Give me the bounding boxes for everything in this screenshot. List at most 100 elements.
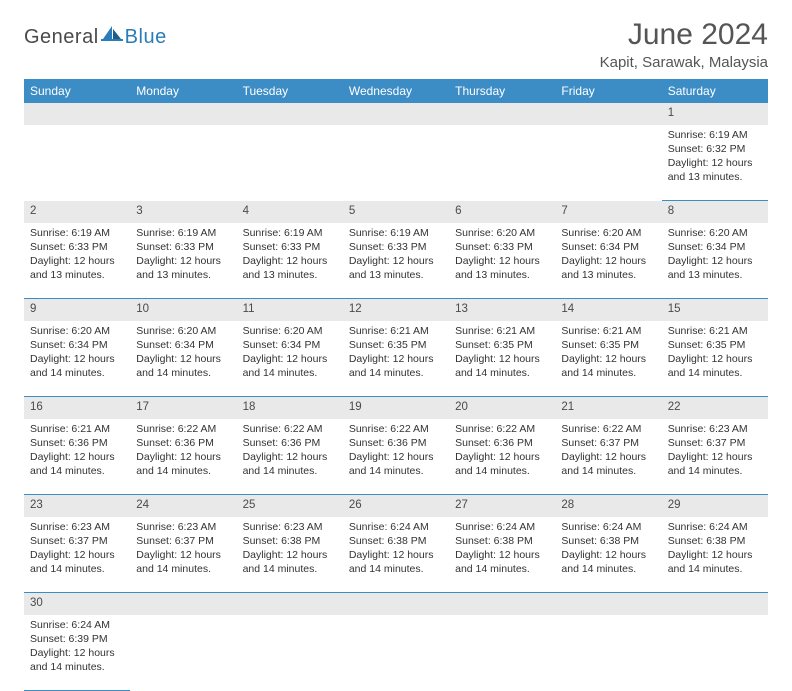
day-info-line: Daylight: 12 hours	[561, 548, 655, 562]
day-number: 28	[555, 495, 661, 517]
week-row: Sunrise: 6:19 AMSunset: 6:33 PMDaylight:…	[24, 223, 768, 299]
sail-icon	[101, 24, 123, 47]
day-info-line: and 13 minutes.	[243, 268, 337, 282]
day-cell: Sunrise: 6:21 AMSunset: 6:35 PMDaylight:…	[343, 321, 449, 397]
day-info-line: Sunrise: 6:22 AM	[561, 422, 655, 436]
day-info-line: Sunrise: 6:19 AM	[349, 226, 443, 240]
day-cell: Sunrise: 6:24 AMSunset: 6:38 PMDaylight:…	[449, 517, 555, 593]
day-cell	[237, 125, 343, 201]
day-info-line: Daylight: 12 hours	[243, 352, 337, 366]
day-number: 11	[237, 299, 343, 321]
day-info-line: Sunset: 6:35 PM	[349, 338, 443, 352]
day-info-line: Sunrise: 6:20 AM	[455, 226, 549, 240]
day-info-line: Sunset: 6:34 PM	[668, 240, 762, 254]
day-info-line: and 14 minutes.	[243, 464, 337, 478]
day-info-line: Sunrise: 6:20 AM	[668, 226, 762, 240]
day-number: 23	[24, 495, 130, 517]
day-cell: Sunrise: 6:19 AMSunset: 6:33 PMDaylight:…	[237, 223, 343, 299]
week-row: Sunrise: 6:24 AMSunset: 6:39 PMDaylight:…	[24, 615, 768, 691]
day-info-line: Sunrise: 6:24 AM	[455, 520, 549, 534]
day-number	[449, 593, 555, 615]
day-info-line: Daylight: 12 hours	[455, 254, 549, 268]
weekday-header: Thursday	[449, 79, 555, 103]
day-number: 18	[237, 397, 343, 419]
day-cell: Sunrise: 6:20 AMSunset: 6:33 PMDaylight:…	[449, 223, 555, 299]
day-cell: Sunrise: 6:22 AMSunset: 6:37 PMDaylight:…	[555, 419, 661, 495]
weekday-header: Wednesday	[343, 79, 449, 103]
day-info-line: Daylight: 12 hours	[668, 450, 762, 464]
day-number: 20	[449, 397, 555, 419]
day-cell: Sunrise: 6:20 AMSunset: 6:34 PMDaylight:…	[237, 321, 343, 397]
day-cell: Sunrise: 6:19 AMSunset: 6:33 PMDaylight:…	[130, 223, 236, 299]
day-cell: Sunrise: 6:20 AMSunset: 6:34 PMDaylight:…	[662, 223, 768, 299]
day-info-line: Daylight: 12 hours	[30, 254, 124, 268]
day-cell: Sunrise: 6:20 AMSunset: 6:34 PMDaylight:…	[130, 321, 236, 397]
day-number: 21	[555, 397, 661, 419]
logo-text-blue: Blue	[125, 26, 167, 49]
day-info-line: Sunset: 6:33 PM	[349, 240, 443, 254]
day-number: 19	[343, 397, 449, 419]
day-cell: Sunrise: 6:22 AMSunset: 6:36 PMDaylight:…	[237, 419, 343, 495]
logo-text-general: General	[24, 26, 99, 49]
day-number	[343, 593, 449, 615]
day-info-line: Sunrise: 6:23 AM	[243, 520, 337, 534]
day-info-line: Daylight: 12 hours	[668, 156, 762, 170]
weekday-header: Friday	[555, 79, 661, 103]
day-number	[662, 593, 768, 615]
day-number: 16	[24, 397, 130, 419]
day-info-line: Sunset: 6:36 PM	[455, 436, 549, 450]
logo: General Blue	[24, 24, 167, 51]
day-info-line: Sunset: 6:37 PM	[668, 436, 762, 450]
day-info-line: and 14 minutes.	[561, 562, 655, 576]
day-info-line: Daylight: 12 hours	[136, 450, 230, 464]
day-info-line: Daylight: 12 hours	[349, 548, 443, 562]
day-cell: Sunrise: 6:21 AMSunset: 6:36 PMDaylight:…	[24, 419, 130, 495]
day-number: 17	[130, 397, 236, 419]
day-info-line: and 13 minutes.	[30, 268, 124, 282]
day-cell	[555, 125, 661, 201]
day-info-line: Daylight: 12 hours	[30, 450, 124, 464]
day-cell: Sunrise: 6:20 AMSunset: 6:34 PMDaylight:…	[555, 223, 661, 299]
title-block: June 2024 Kapit, Sarawak, Malaysia	[600, 18, 768, 71]
day-info-line: Sunrise: 6:20 AM	[30, 324, 124, 338]
day-info-line: Daylight: 12 hours	[349, 450, 443, 464]
day-number-row: 16171819202122	[24, 397, 768, 419]
day-cell	[130, 125, 236, 201]
day-number	[237, 593, 343, 615]
day-number-row: 1	[24, 103, 768, 125]
weekday-header-row: Sunday Monday Tuesday Wednesday Thursday…	[24, 79, 768, 103]
day-info-line: and 14 minutes.	[349, 464, 443, 478]
weekday-header: Monday	[130, 79, 236, 103]
day-cell	[343, 125, 449, 201]
day-info-line: and 14 minutes.	[30, 562, 124, 576]
day-cell: Sunrise: 6:24 AMSunset: 6:38 PMDaylight:…	[555, 517, 661, 593]
day-number: 13	[449, 299, 555, 321]
day-cell: Sunrise: 6:24 AMSunset: 6:38 PMDaylight:…	[343, 517, 449, 593]
day-info-line: Sunset: 6:32 PM	[668, 142, 762, 156]
day-info-line: and 13 minutes.	[668, 268, 762, 282]
day-info-line: Sunset: 6:38 PM	[455, 534, 549, 548]
day-info-line: Daylight: 12 hours	[561, 254, 655, 268]
day-info-line: Sunset: 6:33 PM	[136, 240, 230, 254]
day-info-line: Daylight: 12 hours	[136, 352, 230, 366]
day-number: 26	[343, 495, 449, 517]
day-info-line: Daylight: 12 hours	[30, 646, 124, 660]
day-info-line: and 14 minutes.	[561, 464, 655, 478]
day-info-line: Sunset: 6:38 PM	[561, 534, 655, 548]
day-cell	[555, 615, 661, 691]
week-row: Sunrise: 6:19 AMSunset: 6:32 PMDaylight:…	[24, 125, 768, 201]
day-number: 30	[24, 593, 130, 615]
day-info-line: Sunrise: 6:20 AM	[243, 324, 337, 338]
day-info-line: Sunset: 6:34 PM	[243, 338, 337, 352]
day-cell: Sunrise: 6:23 AMSunset: 6:37 PMDaylight:…	[24, 517, 130, 593]
day-cell: Sunrise: 6:21 AMSunset: 6:35 PMDaylight:…	[449, 321, 555, 397]
day-info-line: Sunset: 6:36 PM	[243, 436, 337, 450]
weekday-header: Saturday	[662, 79, 768, 103]
day-info-line: Sunset: 6:34 PM	[136, 338, 230, 352]
day-cell	[662, 615, 768, 691]
day-info-line: Daylight: 12 hours	[30, 548, 124, 562]
day-info-line: Sunset: 6:36 PM	[136, 436, 230, 450]
day-number: 25	[237, 495, 343, 517]
day-number: 3	[130, 201, 236, 223]
day-number-row: 23242526272829	[24, 495, 768, 517]
